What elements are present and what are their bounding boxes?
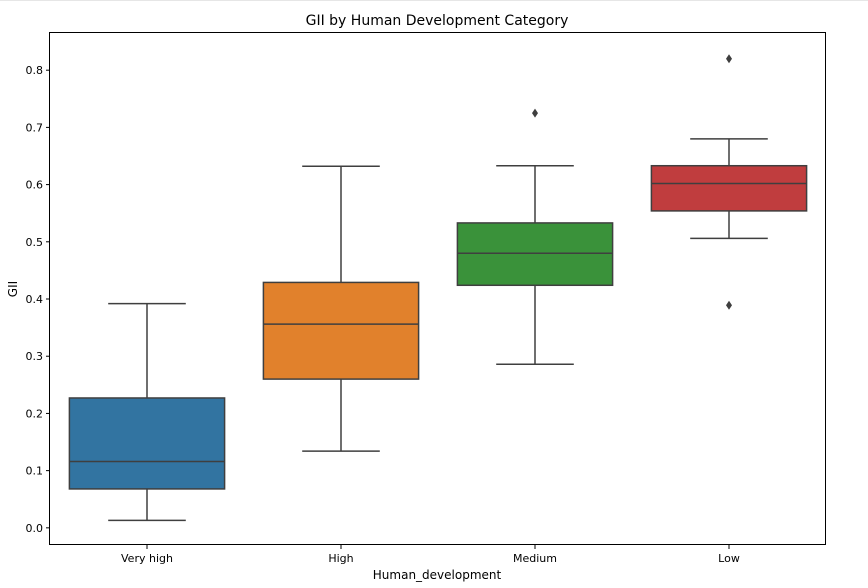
x-tick-label: Low <box>718 552 740 565</box>
x-tick-label: Very high <box>121 552 173 565</box>
y-tick-label: 0.8 <box>26 64 44 77</box>
iqr-box <box>650 164 808 212</box>
y-tick-label: 0.1 <box>26 465 44 478</box>
outlier-point <box>726 54 732 64</box>
box-medium <box>456 108 614 365</box>
x-axis-label: Human_development <box>373 568 502 582</box>
y-tick-label: 0.3 <box>26 350 44 363</box>
y-tick-label: 0.6 <box>26 179 44 192</box>
y-tick-label: 0.2 <box>26 407 44 420</box>
iqr-box <box>456 222 614 287</box>
x-axis: Very high High Medium Low <box>121 545 740 565</box>
box-series <box>68 54 808 522</box>
y-tick-label: 0.4 <box>26 293 44 306</box>
chart-title: GII by Human Development Category <box>306 13 569 29</box>
y-tick-label: 0.0 <box>26 522 44 535</box>
iqr-box <box>68 397 226 490</box>
box-very-high <box>68 302 226 522</box>
y-axis-label: GII <box>6 281 20 297</box>
x-tick-label: High <box>328 552 353 565</box>
y-tick-label: 0.5 <box>26 236 44 249</box>
y-tick-label: 0.7 <box>26 121 44 134</box>
box-low <box>650 54 808 310</box>
y-axis: 0.0 0.1 0.2 0.3 0.4 0.5 0.6 0.7 0.8 <box>26 64 50 535</box>
box-high <box>262 165 420 452</box>
plot-frame <box>49 32 826 545</box>
outlier-point <box>726 300 732 310</box>
outlier-point <box>532 108 538 118</box>
x-tick-label: Medium <box>513 552 557 565</box>
iqr-box <box>262 281 420 380</box>
